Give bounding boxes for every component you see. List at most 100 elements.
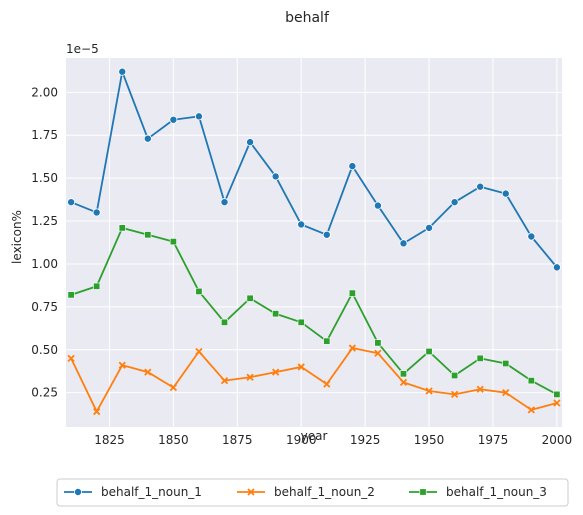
axis-ticks: 1825 1850 1875 1900 1925 1950 1975 2000 0.25 0.50…	[31, 85, 572, 447]
data-point	[374, 339, 382, 347]
data-point	[144, 231, 152, 239]
y-tick-label: 0.25	[31, 386, 58, 400]
grid	[66, 58, 562, 427]
data-point	[450, 198, 459, 207]
data-point	[297, 318, 305, 326]
data-point	[450, 390, 459, 399]
data-point	[194, 112, 203, 121]
x-tick-label: 1925	[350, 433, 381, 447]
legend-label: behalf_1_noun_3	[446, 485, 547, 499]
x-tick-label: 1950	[414, 433, 445, 447]
legend: behalf_1_noun_1 behalf_1_noun_2 behalf_1_n…	[56, 478, 569, 507]
legend-entry: behalf_1_noun_1	[64, 485, 202, 499]
series-layer	[67, 67, 561, 416]
data-point	[67, 291, 75, 299]
x-tick-label: 1900	[286, 433, 317, 447]
data-point	[553, 399, 561, 407]
legend-swatch-marker	[419, 488, 427, 496]
data-point	[67, 198, 76, 207]
data-point	[169, 115, 178, 124]
data-point	[348, 344, 356, 352]
data-point	[271, 172, 280, 181]
y-tick-label: 1.50	[31, 171, 58, 185]
data-point	[425, 347, 433, 355]
data-point	[552, 263, 561, 272]
data-point	[501, 189, 510, 198]
series-line	[70, 70, 558, 268]
data-point	[272, 310, 280, 318]
legend-label: behalf_1_noun_2	[274, 485, 375, 499]
data-point	[144, 368, 152, 376]
data-point	[272, 368, 280, 376]
data-point	[476, 385, 484, 393]
data-point	[348, 162, 357, 171]
series-line	[70, 347, 558, 413]
data-point	[143, 134, 152, 143]
legend-label: behalf_1_noun_1	[101, 485, 202, 499]
x-tick-label: 2000	[542, 433, 573, 447]
data-point	[527, 406, 535, 414]
y-tick-label: 1.25	[31, 214, 58, 228]
data-point	[476, 182, 485, 191]
data-point	[374, 349, 382, 357]
x-tick-label: 1850	[158, 433, 189, 447]
data-point	[297, 363, 305, 371]
chart-title: behalf	[285, 10, 330, 26]
data-point	[297, 220, 306, 229]
data-point	[399, 370, 407, 378]
x-tick-label: 1875	[222, 433, 253, 447]
data-point	[220, 377, 229, 385]
data-point	[425, 223, 434, 232]
series-behalf_1_noun_1	[67, 67, 561, 272]
data-point	[67, 354, 75, 362]
data-point	[195, 347, 203, 356]
data-point	[92, 208, 101, 217]
legend-swatch-marker	[247, 488, 255, 496]
data-point	[451, 372, 459, 380]
data-point	[348, 289, 356, 297]
x-tick-label: 1975	[478, 433, 509, 447]
x-tick-label: 1825	[94, 433, 125, 447]
legend-box	[56, 478, 569, 507]
data-point	[118, 361, 126, 369]
data-point	[246, 294, 254, 302]
legend-entry: behalf_1_noun_3	[409, 485, 547, 499]
data-point	[93, 282, 101, 290]
data-point	[246, 138, 255, 147]
y-tick-label: 2.00	[31, 85, 58, 99]
data-point	[323, 337, 331, 345]
data-point	[93, 407, 101, 416]
data-point	[502, 359, 510, 367]
data-point	[527, 377, 535, 385]
y-tick-label: 1.75	[31, 128, 58, 142]
y-tick-label: 0.75	[31, 300, 58, 314]
series-line	[70, 227, 558, 396]
x-axis-label: year	[301, 429, 328, 443]
data-point	[399, 378, 408, 387]
data-point	[323, 380, 331, 388]
data-point	[527, 232, 536, 241]
data-point	[169, 238, 177, 246]
data-point	[195, 287, 203, 295]
data-point	[118, 224, 126, 232]
data-point	[169, 383, 178, 392]
legend-entry: behalf_1_noun_2	[237, 485, 375, 499]
y-tick-label: 0.50	[31, 343, 58, 357]
data-point	[553, 390, 561, 398]
data-point	[502, 389, 510, 397]
data-point	[425, 387, 433, 395]
data-point	[246, 373, 254, 381]
y-offset-label: 1e−5	[66, 42, 99, 56]
data-point	[373, 201, 382, 210]
data-point	[476, 354, 484, 362]
legend-swatch-marker	[74, 487, 83, 496]
data-point	[221, 318, 229, 326]
y-tick-label: 1.00	[31, 257, 58, 271]
data-point	[118, 67, 127, 76]
data-point	[220, 198, 229, 207]
data-point	[399, 239, 408, 248]
series-behalf_1_noun_2	[67, 344, 561, 416]
plot-area	[66, 58, 562, 427]
series-behalf_1_noun_3	[67, 224, 561, 398]
